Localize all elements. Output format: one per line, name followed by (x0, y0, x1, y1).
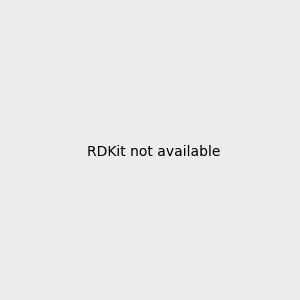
Text: RDKit not available: RDKit not available (87, 145, 220, 158)
